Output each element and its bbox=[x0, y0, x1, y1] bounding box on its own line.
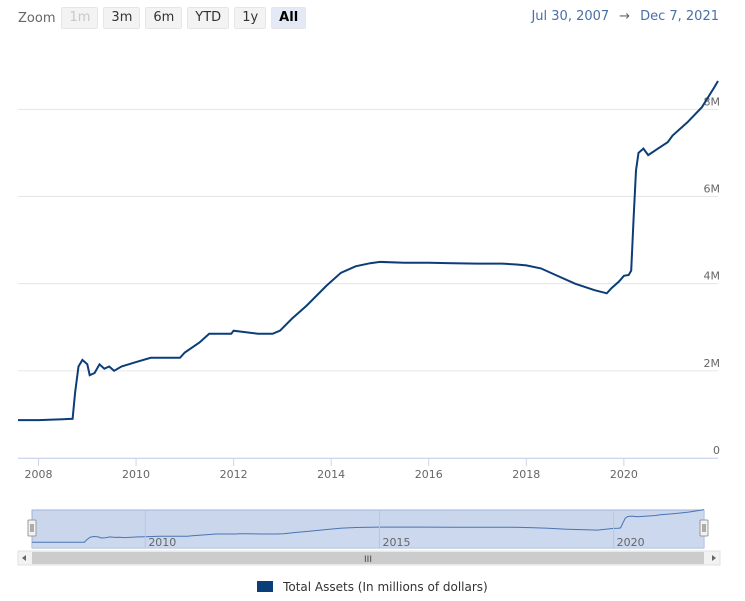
zoom-button-1m[interactable]: 1m bbox=[61, 7, 99, 29]
scroll-left-arrow-icon[interactable] bbox=[22, 555, 26, 561]
scrollbar-grip-icon: III bbox=[364, 555, 372, 565]
zoom-bar: Zoom 1m 3m 6m YTD 1y All bbox=[18, 7, 311, 29]
navigator-label-2020: 2020 bbox=[617, 536, 645, 549]
scrollbar[interactable]: III bbox=[17, 550, 721, 566]
legend[interactable]: Total Assets (In millions of dollars) bbox=[0, 580, 745, 594]
legend-label: Total Assets (In millions of dollars) bbox=[283, 580, 488, 594]
series-line-total-assets bbox=[18, 80, 719, 422]
x-tick-label: 2016 bbox=[415, 468, 443, 481]
navigator-handle-right[interactable] bbox=[699, 519, 709, 537]
x-tick-label: 2014 bbox=[317, 468, 345, 481]
x-tick-label: 2020 bbox=[610, 468, 638, 481]
x-tick-label: 2018 bbox=[512, 468, 540, 481]
navigator-label-2010: 2010 bbox=[148, 536, 176, 549]
navigator-grid bbox=[144, 510, 615, 548]
x-axis-ticks: 2008 2010 2012 2014 2016 2018 2020 bbox=[24, 458, 638, 481]
x-tick-label: 2010 bbox=[122, 468, 150, 481]
zoom-button-all[interactable]: All bbox=[271, 7, 307, 29]
legend-swatch bbox=[257, 581, 274, 592]
y-tick-label: 4M bbox=[704, 270, 721, 283]
zoom-button-3m[interactable]: 3m bbox=[103, 7, 141, 29]
grid-lines bbox=[18, 108, 718, 459]
y-tick-label: 6M bbox=[704, 183, 721, 196]
y-tick-label: 0 bbox=[713, 444, 720, 457]
navigator-series-area bbox=[32, 509, 704, 548]
zoom-button-6m[interactable]: 6m bbox=[145, 7, 183, 29]
range-from[interactable]: Jul 30, 2007 bbox=[531, 9, 610, 24]
scroll-right-arrow-icon[interactable] bbox=[712, 555, 716, 561]
zoom-button-1y[interactable]: 1y bbox=[234, 7, 267, 29]
x-tick-label: 2012 bbox=[220, 468, 248, 481]
scrollbar-thumb[interactable] bbox=[32, 552, 704, 564]
range-arrow: → bbox=[619, 9, 631, 24]
x-tick-label: 2008 bbox=[24, 468, 52, 481]
date-range: Jul 30, 2007 → Dec 7, 2021 bbox=[531, 9, 719, 24]
navigator-label-2015: 2015 bbox=[382, 536, 410, 549]
navigator-handle-left[interactable] bbox=[27, 519, 37, 537]
range-to[interactable]: Dec 7, 2021 bbox=[640, 9, 719, 24]
navigator-series-line bbox=[32, 509, 705, 543]
navigator[interactable]: 2010 2015 2020 bbox=[27, 509, 709, 549]
zoom-label: Zoom bbox=[18, 10, 56, 26]
zoom-button-ytd[interactable]: YTD bbox=[187, 7, 230, 29]
y-tick-label: 2M bbox=[704, 357, 721, 370]
